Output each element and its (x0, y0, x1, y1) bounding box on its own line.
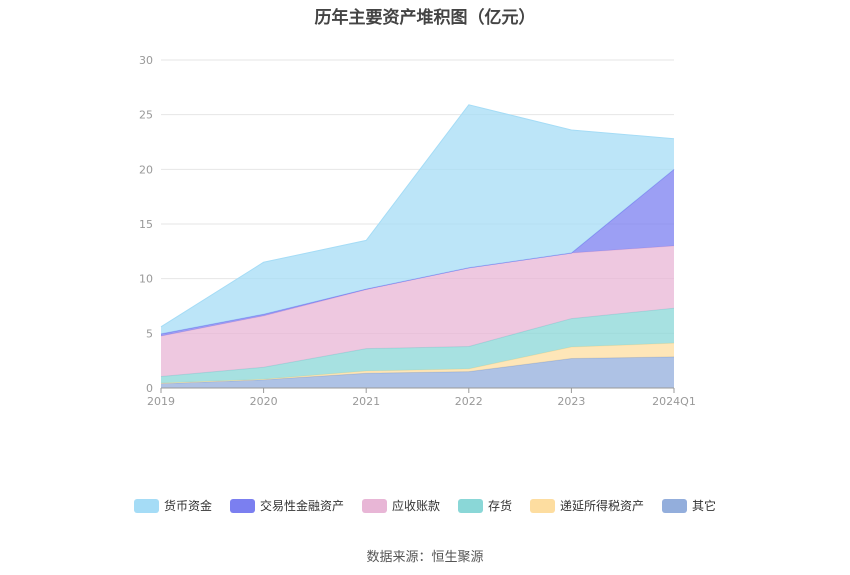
x-tick-label: 2019 (147, 395, 175, 408)
legend-swatch (530, 498, 556, 513)
legend-item[interactable]: 交易性金融资产 (229, 497, 344, 514)
area-series (161, 245, 674, 377)
legend-item[interactable]: 存货 (458, 497, 512, 514)
y-tick-label: 25 (139, 109, 153, 122)
area-series-line (160, 104, 675, 328)
legend-swatch (361, 498, 387, 513)
legend-label: 交易性金融资产 (259, 499, 344, 513)
legend: 货币资金 交易性金融资产 应收账款 存货 递延所得税资产 其它 (0, 497, 850, 514)
legend-label: 货币资金 (163, 499, 212, 513)
y-tick-label: 30 (139, 54, 153, 67)
legend-swatch (458, 498, 483, 513)
y-tick-label: 20 (139, 163, 153, 176)
x-tick-label: 2024Q1 (652, 395, 696, 408)
legend-swatch (229, 498, 255, 513)
y-tick-label: 0 (146, 382, 153, 395)
x-tick-label: 2020 (250, 395, 278, 408)
area-series (161, 343, 674, 384)
legend-label: 其它 (692, 499, 717, 513)
legend-label: 递延所得税资产 (560, 499, 645, 513)
legend-item[interactable]: 货币资金 (133, 497, 212, 514)
legend-label: 存货 (488, 499, 513, 513)
legend-swatch (133, 498, 159, 513)
chart-title: 历年主要资产堆积图（亿元） (314, 8, 536, 28)
area-series (161, 356, 674, 388)
area-series (161, 308, 674, 384)
legend-item[interactable]: 应收账款 (361, 497, 440, 514)
legend-label: 应收账款 (391, 499, 440, 513)
area-series-group (160, 104, 675, 388)
y-tick-label: 5 (146, 327, 153, 340)
legend-item[interactable]: 其它 (662, 497, 716, 514)
axes: 0 5 10 15 20 25 30 2019 2020 2021 2022 2023 2024Q1 (139, 54, 696, 408)
area-series (161, 104, 674, 334)
y-tick-label: 10 (139, 273, 153, 286)
legend-item[interactable]: 递延所得税资产 (530, 497, 644, 514)
x-tick-label: 2021 (352, 395, 380, 408)
legend-swatch (662, 498, 688, 513)
y-tick-label: 15 (139, 218, 153, 231)
data-source-note: 数据来源：恒生聚源 (366, 550, 484, 565)
x-tick-label: 2023 (557, 395, 585, 408)
x-tick-label: 2022 (455, 395, 483, 408)
